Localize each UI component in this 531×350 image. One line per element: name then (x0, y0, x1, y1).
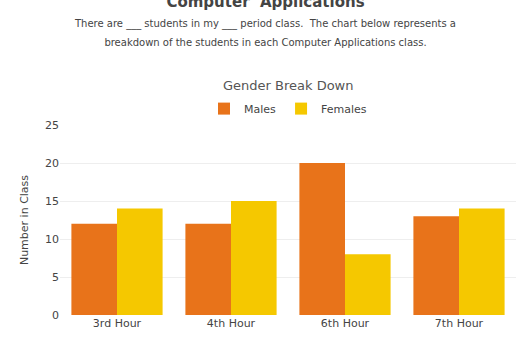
svg-text:10: 10 (45, 233, 59, 246)
svg-text:5: 5 (52, 271, 59, 284)
svg-text:6th Hour: 6th Hour (321, 317, 370, 330)
svg-text:Gender Break Down: Gender Break Down (223, 78, 353, 93)
svg-text:Number in Class: Number in Class (18, 175, 31, 265)
svg-text:20: 20 (45, 157, 59, 170)
svg-text:0: 0 (52, 309, 59, 322)
svg-text:7th Hour: 7th Hour (435, 317, 484, 330)
svg-text:4th Hour: 4th Hour (207, 317, 256, 330)
svg-text:Computer ApplicationsThere ar: Computer ApplicationsThere are ___ stude… (74, 0, 456, 48)
svg-text:Females: Females (321, 103, 367, 116)
svg-text:25: 25 (45, 119, 59, 132)
svg-text:3rd Hour: 3rd Hour (93, 317, 142, 330)
svg-text:Males: Males (244, 103, 276, 116)
svg-text:15: 15 (45, 195, 59, 208)
